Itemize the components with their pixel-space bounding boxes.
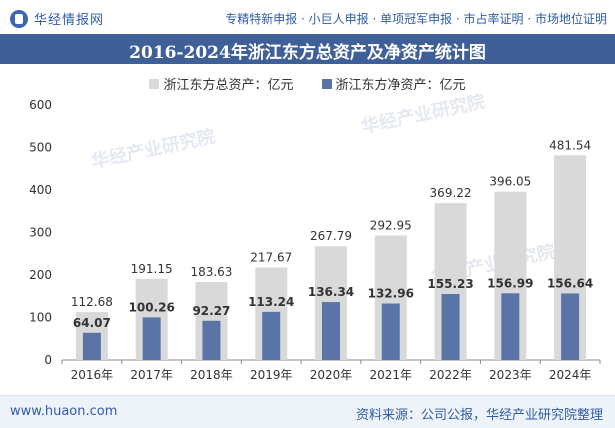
data-label-total-assets: 396.05 bbox=[489, 175, 531, 189]
data-label-net-assets: 156.99 bbox=[487, 276, 533, 290]
footer: www.huaon.com 资料来源：公司公报，华经产业研究院整理 bbox=[0, 395, 615, 428]
y-tick-label: 500 bbox=[29, 141, 52, 155]
bar-net-assets bbox=[142, 317, 161, 360]
x-tick-label: 2022年 bbox=[429, 368, 472, 382]
footer-site-link[interactable]: www.huaon.com bbox=[10, 404, 118, 419]
x-tick-label: 2024年 bbox=[549, 368, 592, 382]
bar-net-assets bbox=[501, 293, 520, 360]
brand[interactable]: 华经情报网 bbox=[10, 9, 104, 28]
services-nav[interactable]: 专精特新申报 · 小巨人申报 · 单项冠军申报 · 市占率证明 · 市场地位证明 bbox=[225, 12, 607, 26]
x-tick-label: 2016年 bbox=[71, 368, 114, 382]
bar-net-assets bbox=[262, 311, 281, 360]
y-tick-label: 300 bbox=[29, 226, 52, 240]
data-label-net-assets: 155.23 bbox=[427, 277, 473, 291]
data-label-net-assets: 132.96 bbox=[368, 286, 414, 300]
y-tick-label: 400 bbox=[29, 183, 52, 197]
data-label-net-assets: 136.34 bbox=[308, 285, 354, 299]
data-label-total-assets: 292.95 bbox=[370, 218, 412, 232]
x-tick-label: 2021年 bbox=[370, 368, 413, 382]
y-tick-label: 600 bbox=[29, 98, 52, 112]
data-label-net-assets: 64.07 bbox=[73, 316, 111, 330]
data-label-total-assets: 481.54 bbox=[549, 138, 591, 152]
data-label-net-assets: 113.24 bbox=[248, 295, 294, 309]
x-tick-label: 2020年 bbox=[310, 368, 353, 382]
bar-net-assets bbox=[202, 320, 221, 360]
data-label-net-assets: 92.27 bbox=[192, 304, 230, 318]
y-tick-label: 0 bbox=[44, 353, 52, 367]
legend-label-net-assets: 浙江东方净资产：亿元 bbox=[335, 78, 466, 93]
data-label-total-assets: 191.15 bbox=[131, 262, 173, 276]
title-bar: 2016-2024年浙江东方总资产及净资产统计图 bbox=[0, 34, 615, 64]
top-bar: 华经情报网 专精特新申报 · 小巨人申报 · 单项冠军申报 · 市占率证明 · … bbox=[0, 0, 615, 34]
legend-swatch-net-assets bbox=[321, 78, 332, 89]
legend-label-total-assets: 浙江东方总资产：亿元 bbox=[163, 78, 294, 93]
y-tick-label: 200 bbox=[29, 268, 52, 282]
bar-net-assets bbox=[82, 332, 101, 360]
data-label-total-assets: 267.79 bbox=[310, 229, 352, 243]
x-tick-label: 2018年 bbox=[190, 368, 233, 382]
huajing-logo-icon bbox=[10, 9, 28, 28]
chart-title: 2016-2024年浙江东方总资产及净资产统计图 bbox=[129, 43, 486, 63]
y-tick-label: 100 bbox=[29, 311, 52, 325]
bar-net-assets bbox=[561, 293, 580, 360]
data-label-total-assets: 369.22 bbox=[430, 186, 472, 200]
bar-chart: 0 100 200 300 400 500 600 2016年 2017年 2018年 2019年 2… bbox=[29, 98, 601, 382]
footer-source: 资料来源：公司公报，华经产业研究院整理 bbox=[355, 408, 603, 423]
legend-item-net-assets: 浙江东方净资产：亿元 bbox=[321, 74, 466, 93]
x-tick-label: 2023年 bbox=[489, 368, 532, 382]
data-label-total-assets: 217.67 bbox=[250, 250, 292, 264]
chart-legend: 浙江东方总资产：亿元 浙江东方净资产：亿元 bbox=[0, 74, 615, 93]
bar-net-assets bbox=[381, 303, 400, 360]
legend-swatch-total-assets bbox=[149, 78, 160, 89]
x-tick-label: 2019年 bbox=[250, 368, 293, 382]
data-label-total-assets: 183.63 bbox=[190, 265, 232, 279]
x-tick-label: 2017年 bbox=[130, 368, 173, 382]
bar-net-assets bbox=[441, 294, 460, 360]
legend-item-total-assets: 浙江东方总资产：亿元 bbox=[149, 74, 294, 93]
data-label-total-assets: 112.68 bbox=[71, 295, 113, 309]
bar-net-assets bbox=[322, 302, 340, 360]
brand-name: 华经情报网 bbox=[34, 13, 105, 28]
data-label-net-assets: 156.64 bbox=[547, 276, 593, 290]
data-label-net-assets: 100.26 bbox=[129, 300, 175, 314]
